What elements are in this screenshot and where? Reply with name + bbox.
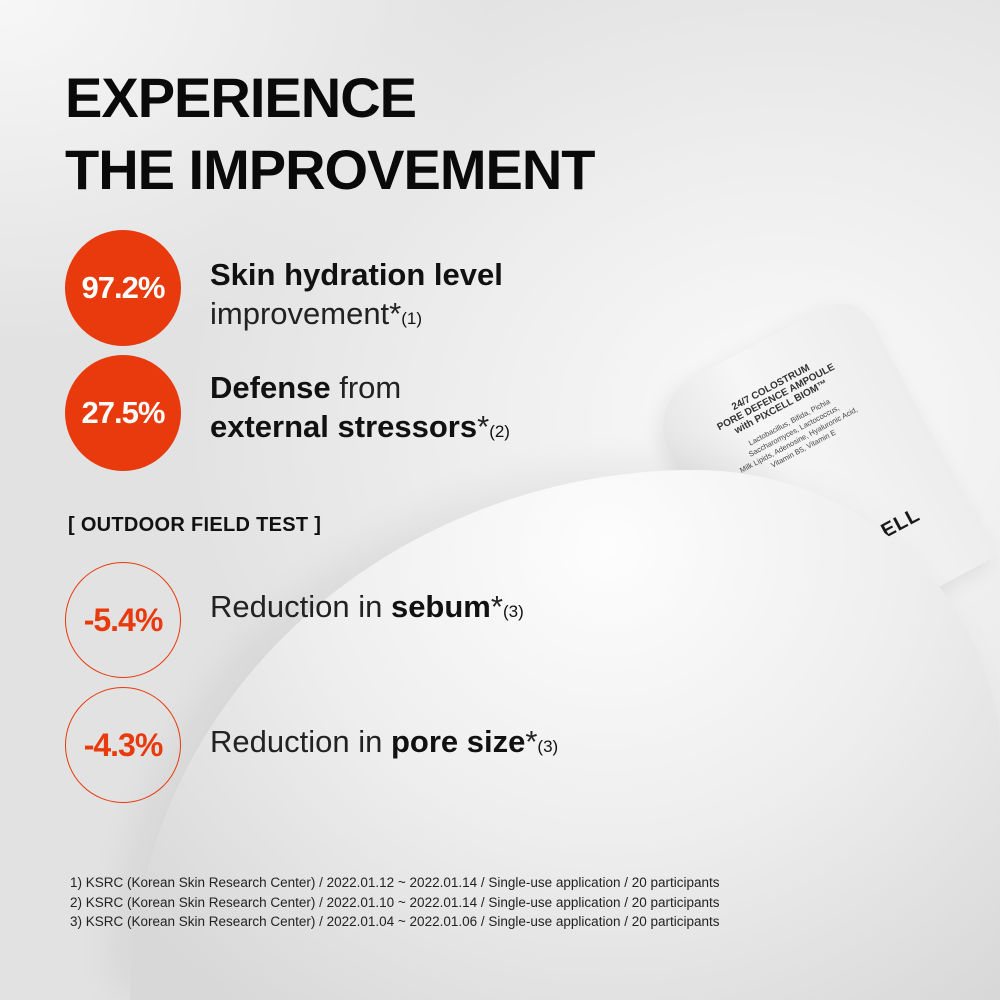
- footnote-ref: (3): [537, 737, 559, 756]
- footnote: 2) KSRC (Korean Skin Research Center) / …: [70, 894, 720, 910]
- stat-description: Skin hydration level improvement*(1): [210, 255, 503, 338]
- stat-light: Reduction in: [210, 724, 391, 759]
- title-line: EXPERIENCE: [65, 66, 417, 129]
- stat-light: from: [330, 370, 402, 405]
- section-label: [ OUTDOOR FIELD TEST ]: [68, 514, 322, 536]
- footnote-ref: (3): [502, 602, 524, 621]
- field-stat-badge: -5.4%: [65, 562, 181, 678]
- footnote: 1) KSRC (Korean Skin Research Center) / …: [70, 875, 720, 890]
- field-stat-description: Reduction in sebum*(3): [210, 587, 524, 631]
- stat-badge: 97.2%: [65, 230, 181, 346]
- stat-bold: Defense: [210, 370, 331, 405]
- stat-bold: sebum: [390, 589, 491, 624]
- field-stat-description: Reduction in pore size*(3): [210, 722, 558, 766]
- footnotes: 1) KSRC (Korean Skin Research Center) / …: [70, 873, 720, 932]
- asterisk: *: [490, 589, 503, 624]
- asterisk: *: [477, 409, 490, 444]
- stat-light: Reduction in: [210, 589, 391, 624]
- stat-description: Defense from external stressors*(2): [210, 368, 510, 451]
- footnote: 3) KSRC (Korean Skin Research Center) / …: [70, 914, 720, 929]
- asterisk: *: [525, 724, 538, 759]
- title-line: THE IMPROVEMENT: [65, 138, 595, 201]
- page-title: EXPERIENCE THE IMPROVEMENT: [65, 62, 595, 206]
- stat-bold: pore size: [390, 724, 526, 759]
- stat-bold: external stressors: [210, 409, 478, 444]
- footnote-ref: (2): [489, 422, 510, 441]
- stat-bold: Skin hydration level: [210, 257, 503, 292]
- footnote-ref: (1): [401, 309, 423, 328]
- stat-light: improvement*: [210, 296, 402, 331]
- field-stat-badge: -4.3%: [65, 687, 181, 803]
- stat-badge: 27.5%: [65, 355, 181, 471]
